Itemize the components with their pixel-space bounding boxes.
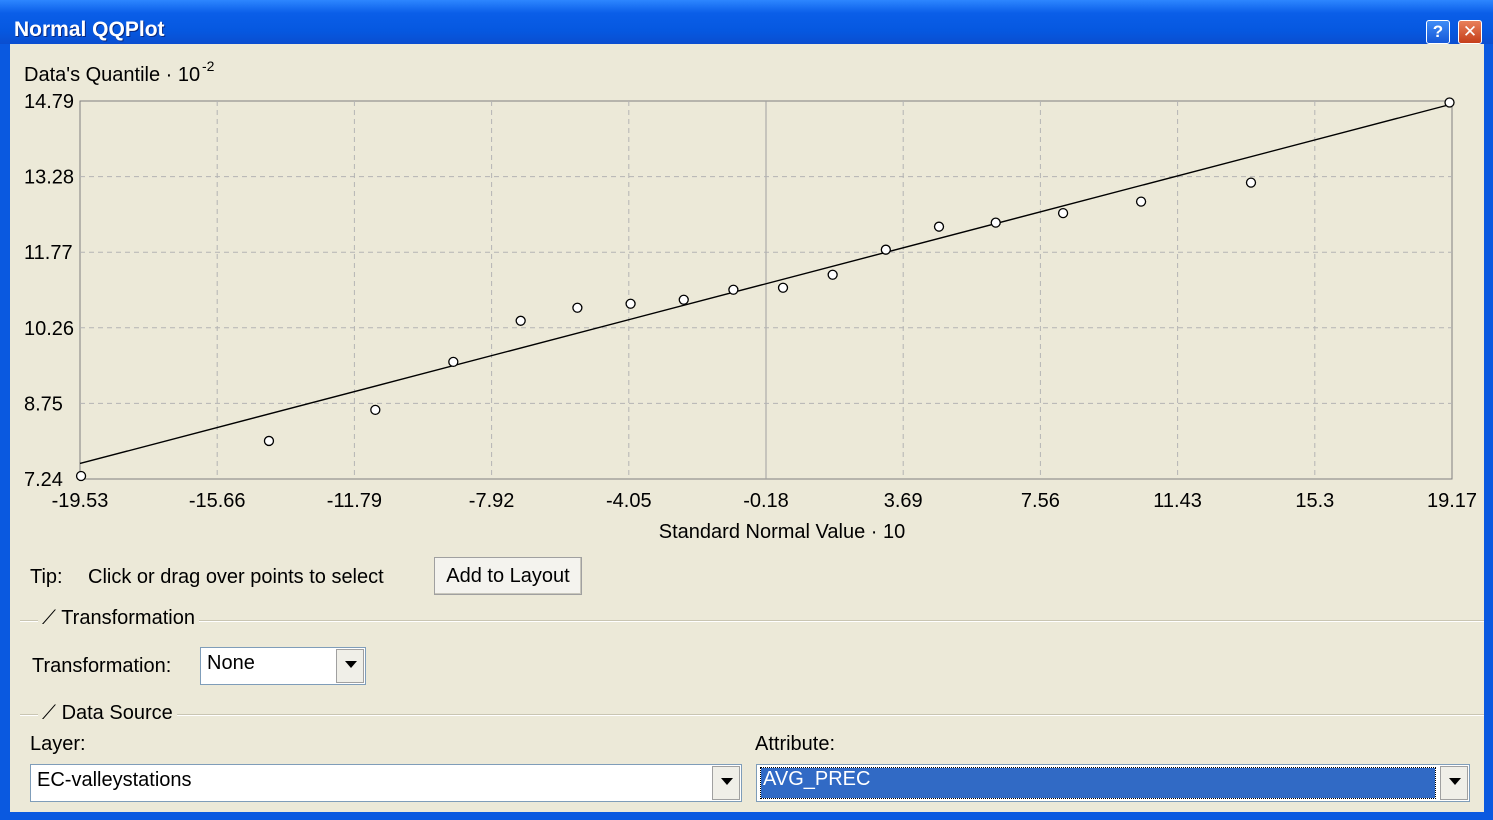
data-point[interactable] — [1135, 196, 1147, 207]
chevron-down-icon[interactable] — [712, 766, 740, 800]
x-tick-label: 3.69 — [884, 490, 923, 512]
data-point[interactable] — [1057, 207, 1069, 219]
close-icon: ✕ — [1462, 22, 1478, 41]
data-point[interactable] — [678, 294, 689, 305]
y-tick-label: 11.77 — [24, 242, 73, 264]
transformation-group-divider — [20, 620, 1484, 622]
x-tick-label: 7.56 — [1021, 490, 1060, 512]
data-point[interactable] — [572, 302, 583, 313]
data-point[interactable] — [515, 315, 526, 326]
data-point[interactable] — [777, 282, 789, 293]
data-point[interactable] — [990, 217, 1001, 228]
dialog-client-area: -19.53 -15.66 -11.79 -7.92 -4.05 -0.18 3.69 7.5… — [10, 44, 1484, 812]
data-point[interactable] — [728, 284, 739, 295]
x-tick-label: 19.17 — [1427, 490, 1477, 512]
data-point[interactable] — [370, 404, 381, 416]
y-axis-label: Data's Quantile · 10 — [24, 64, 200, 86]
x-tick-label: -4.05 — [606, 490, 652, 512]
collapse-icon: ⟋ — [42, 607, 56, 629]
attribute-select[interactable]: AVG_PREC — [756, 764, 1470, 802]
x-tick-label: -7.92 — [469, 490, 515, 512]
y-axis-exponent: -2 — [202, 58, 215, 74]
transformation-select-value: None — [207, 652, 255, 674]
grid-lines — [80, 101, 1452, 479]
data-point[interactable] — [263, 435, 275, 447]
data-source-group-title: Data Source — [61, 702, 173, 724]
data-source-group-header[interactable]: ⟋ Data Source — [38, 702, 177, 725]
title-bar[interactable]: Normal QQPlot ? ✕ — [0, 0, 1493, 44]
attribute-label: Attribute: — [755, 733, 836, 755]
qq-plot-svg[interactable]: -19.53 -15.66 -11.79 -7.92 -4.05 -0.18 3.69 7.5… — [10, 44, 1484, 542]
y-tick-label: 13.28 — [24, 167, 74, 189]
x-tick-label: -19.53 — [52, 490, 109, 512]
qq-plot[interactable]: -19.53 -15.66 -11.79 -7.92 -4.05 -0.18 3.69 7.5… — [10, 44, 1484, 542]
transformation-select[interactable]: None — [200, 647, 366, 685]
data-point[interactable] — [1444, 97, 1455, 108]
help-button[interactable]: ? — [1426, 20, 1450, 44]
y-tick-label: 10.26 — [24, 318, 74, 340]
add-to-layout-button[interactable]: Add to Layout — [434, 557, 582, 595]
y-tick-label: 14.79 — [24, 91, 74, 113]
data-point[interactable] — [1245, 177, 1257, 188]
x-tick-labels: -19.53 -15.66 -11.79 -7.92 -4.05 -0.18 3.69 7.5… — [52, 490, 1477, 512]
x-tick-label: -0.18 — [743, 490, 789, 512]
data-point[interactable] — [625, 298, 636, 309]
window-title: Normal QQPlot — [14, 18, 165, 41]
tip-text: Click or drag over points to select — [88, 566, 384, 588]
layer-select-value: EC-valleystations — [37, 769, 192, 791]
attribute-select-value: AVG_PREC — [760, 767, 1436, 799]
x-tick-label: 15.3 — [1295, 490, 1334, 512]
x-tick-label: 11.43 — [1153, 490, 1202, 512]
x-tick-label: -11.79 — [327, 490, 382, 512]
y-tick-labels: 7.24 8.75 10.26 11.77 13.28 14.79 — [24, 91, 74, 491]
collapse-icon: ⟋ — [42, 702, 56, 724]
data-point[interactable] — [880, 244, 891, 255]
data-points[interactable] — [75, 97, 1455, 482]
y-tick-label: 8.75 — [24, 393, 63, 415]
layer-select[interactable]: EC-valleystations — [30, 764, 742, 802]
layer-label: Layer: — [30, 733, 86, 755]
x-axis-label: Standard Normal Value · 10 — [659, 521, 905, 542]
x-tick-label: -15.66 — [189, 490, 246, 512]
y-tick-label: 7.24 — [24, 469, 63, 491]
data-point[interactable] — [827, 269, 838, 280]
data-point[interactable] — [448, 356, 459, 367]
transformation-group-header[interactable]: ⟋ Transformation — [38, 607, 199, 630]
close-button[interactable]: ✕ — [1458, 20, 1482, 44]
chevron-down-icon[interactable] — [1440, 766, 1468, 800]
transformation-label: Transformation: — [32, 655, 172, 677]
transformation-group-title: Transformation — [61, 607, 195, 629]
data-point[interactable] — [933, 221, 945, 232]
reference-line — [79, 103, 1453, 465]
data-point[interactable] — [75, 470, 87, 482]
chevron-down-icon[interactable] — [336, 649, 364, 683]
help-icon: ? — [1432, 22, 1444, 41]
tip-label: Tip: — [30, 566, 63, 588]
data-source-group-divider — [20, 714, 1484, 716]
